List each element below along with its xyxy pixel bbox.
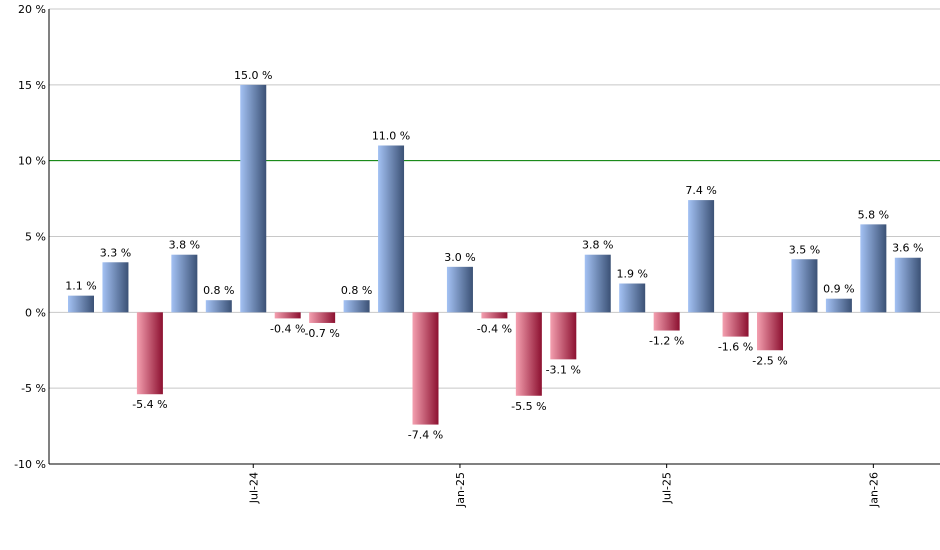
bar-Sep-25 [722, 312, 749, 337]
x-tick-label: Jul-25 [661, 472, 674, 504]
bar-Feb-26 [894, 257, 921, 313]
data-label: 3.3 % [100, 246, 131, 259]
data-label: 0.8 % [203, 284, 234, 297]
data-label: 1.9 % [616, 268, 647, 281]
y-tick-label: -10 % [14, 458, 46, 471]
data-label: 3.8 % [169, 239, 200, 252]
data-label: -5.5 % [511, 400, 546, 413]
bar-Mar-24 [102, 262, 129, 313]
bar-Oct-25 [757, 312, 783, 351]
y-tick-label: 20 % [18, 3, 46, 16]
data-label: 5.8 % [858, 208, 889, 221]
data-label: 3.8 % [582, 239, 613, 252]
data-label: -5.4 % [132, 398, 167, 411]
data-label: 1.1 % [65, 280, 96, 293]
bar-Nov-24 [378, 145, 405, 313]
data-label: -1.2 % [649, 335, 684, 348]
bar-Dec-25 [825, 298, 852, 313]
bar-Apr-25 [550, 312, 577, 360]
bar-Nov-25 [791, 259, 818, 313]
y-tick-label: 0 % [25, 306, 46, 319]
bar-Sep-24 [309, 312, 336, 323]
bar-Feb-25 [481, 312, 508, 319]
bar-May-25 [584, 254, 611, 313]
bar-Mar-25 [515, 312, 542, 396]
data-label: 7.4 % [685, 184, 716, 197]
data-label: 3.0 % [444, 251, 475, 264]
bar-Jun-24 [205, 300, 232, 313]
x-tick-label: Jan-26 [867, 472, 880, 508]
y-tick-label: -5 % [21, 382, 46, 395]
x-tick-label: Jul-24 [247, 472, 260, 504]
data-label: -0.7 % [304, 327, 339, 340]
data-label: 0.8 % [341, 284, 372, 297]
data-label: 3.6 % [892, 242, 923, 255]
bar-May-24 [171, 254, 198, 313]
bar-Aug-25 [688, 200, 715, 313]
data-label: -3.1 % [546, 363, 581, 376]
data-label: -1.6 % [718, 341, 753, 354]
y-tick-label: 15 % [18, 79, 46, 92]
data-label: 11.0 % [372, 130, 410, 143]
data-label: 0.9 % [823, 283, 854, 296]
data-label: -2.5 % [752, 354, 787, 367]
bar-Jan-25 [446, 266, 473, 313]
y-tick-label: 10 % [18, 155, 46, 168]
bar-Oct-24 [343, 300, 370, 313]
data-label: -7.4 % [408, 429, 443, 442]
bar-Jan-26 [860, 224, 887, 313]
bar-Feb-24 [68, 295, 94, 313]
data-label: 15.0 % [234, 69, 272, 82]
bar-Apr-24 [136, 312, 163, 395]
bar-Jun-25 [619, 283, 646, 313]
data-label: 3.5 % [789, 243, 820, 256]
bar-Dec-24 [412, 312, 439, 425]
data-label: -0.4 % [270, 322, 305, 335]
bar-Jul-25 [653, 312, 680, 331]
y-tick-label: 5 % [25, 231, 46, 244]
data-label: -0.4 % [477, 322, 512, 335]
bar-Aug-24 [274, 312, 301, 319]
bar-Jul-24 [240, 84, 267, 313]
x-tick-label: Jan-25 [454, 472, 467, 508]
